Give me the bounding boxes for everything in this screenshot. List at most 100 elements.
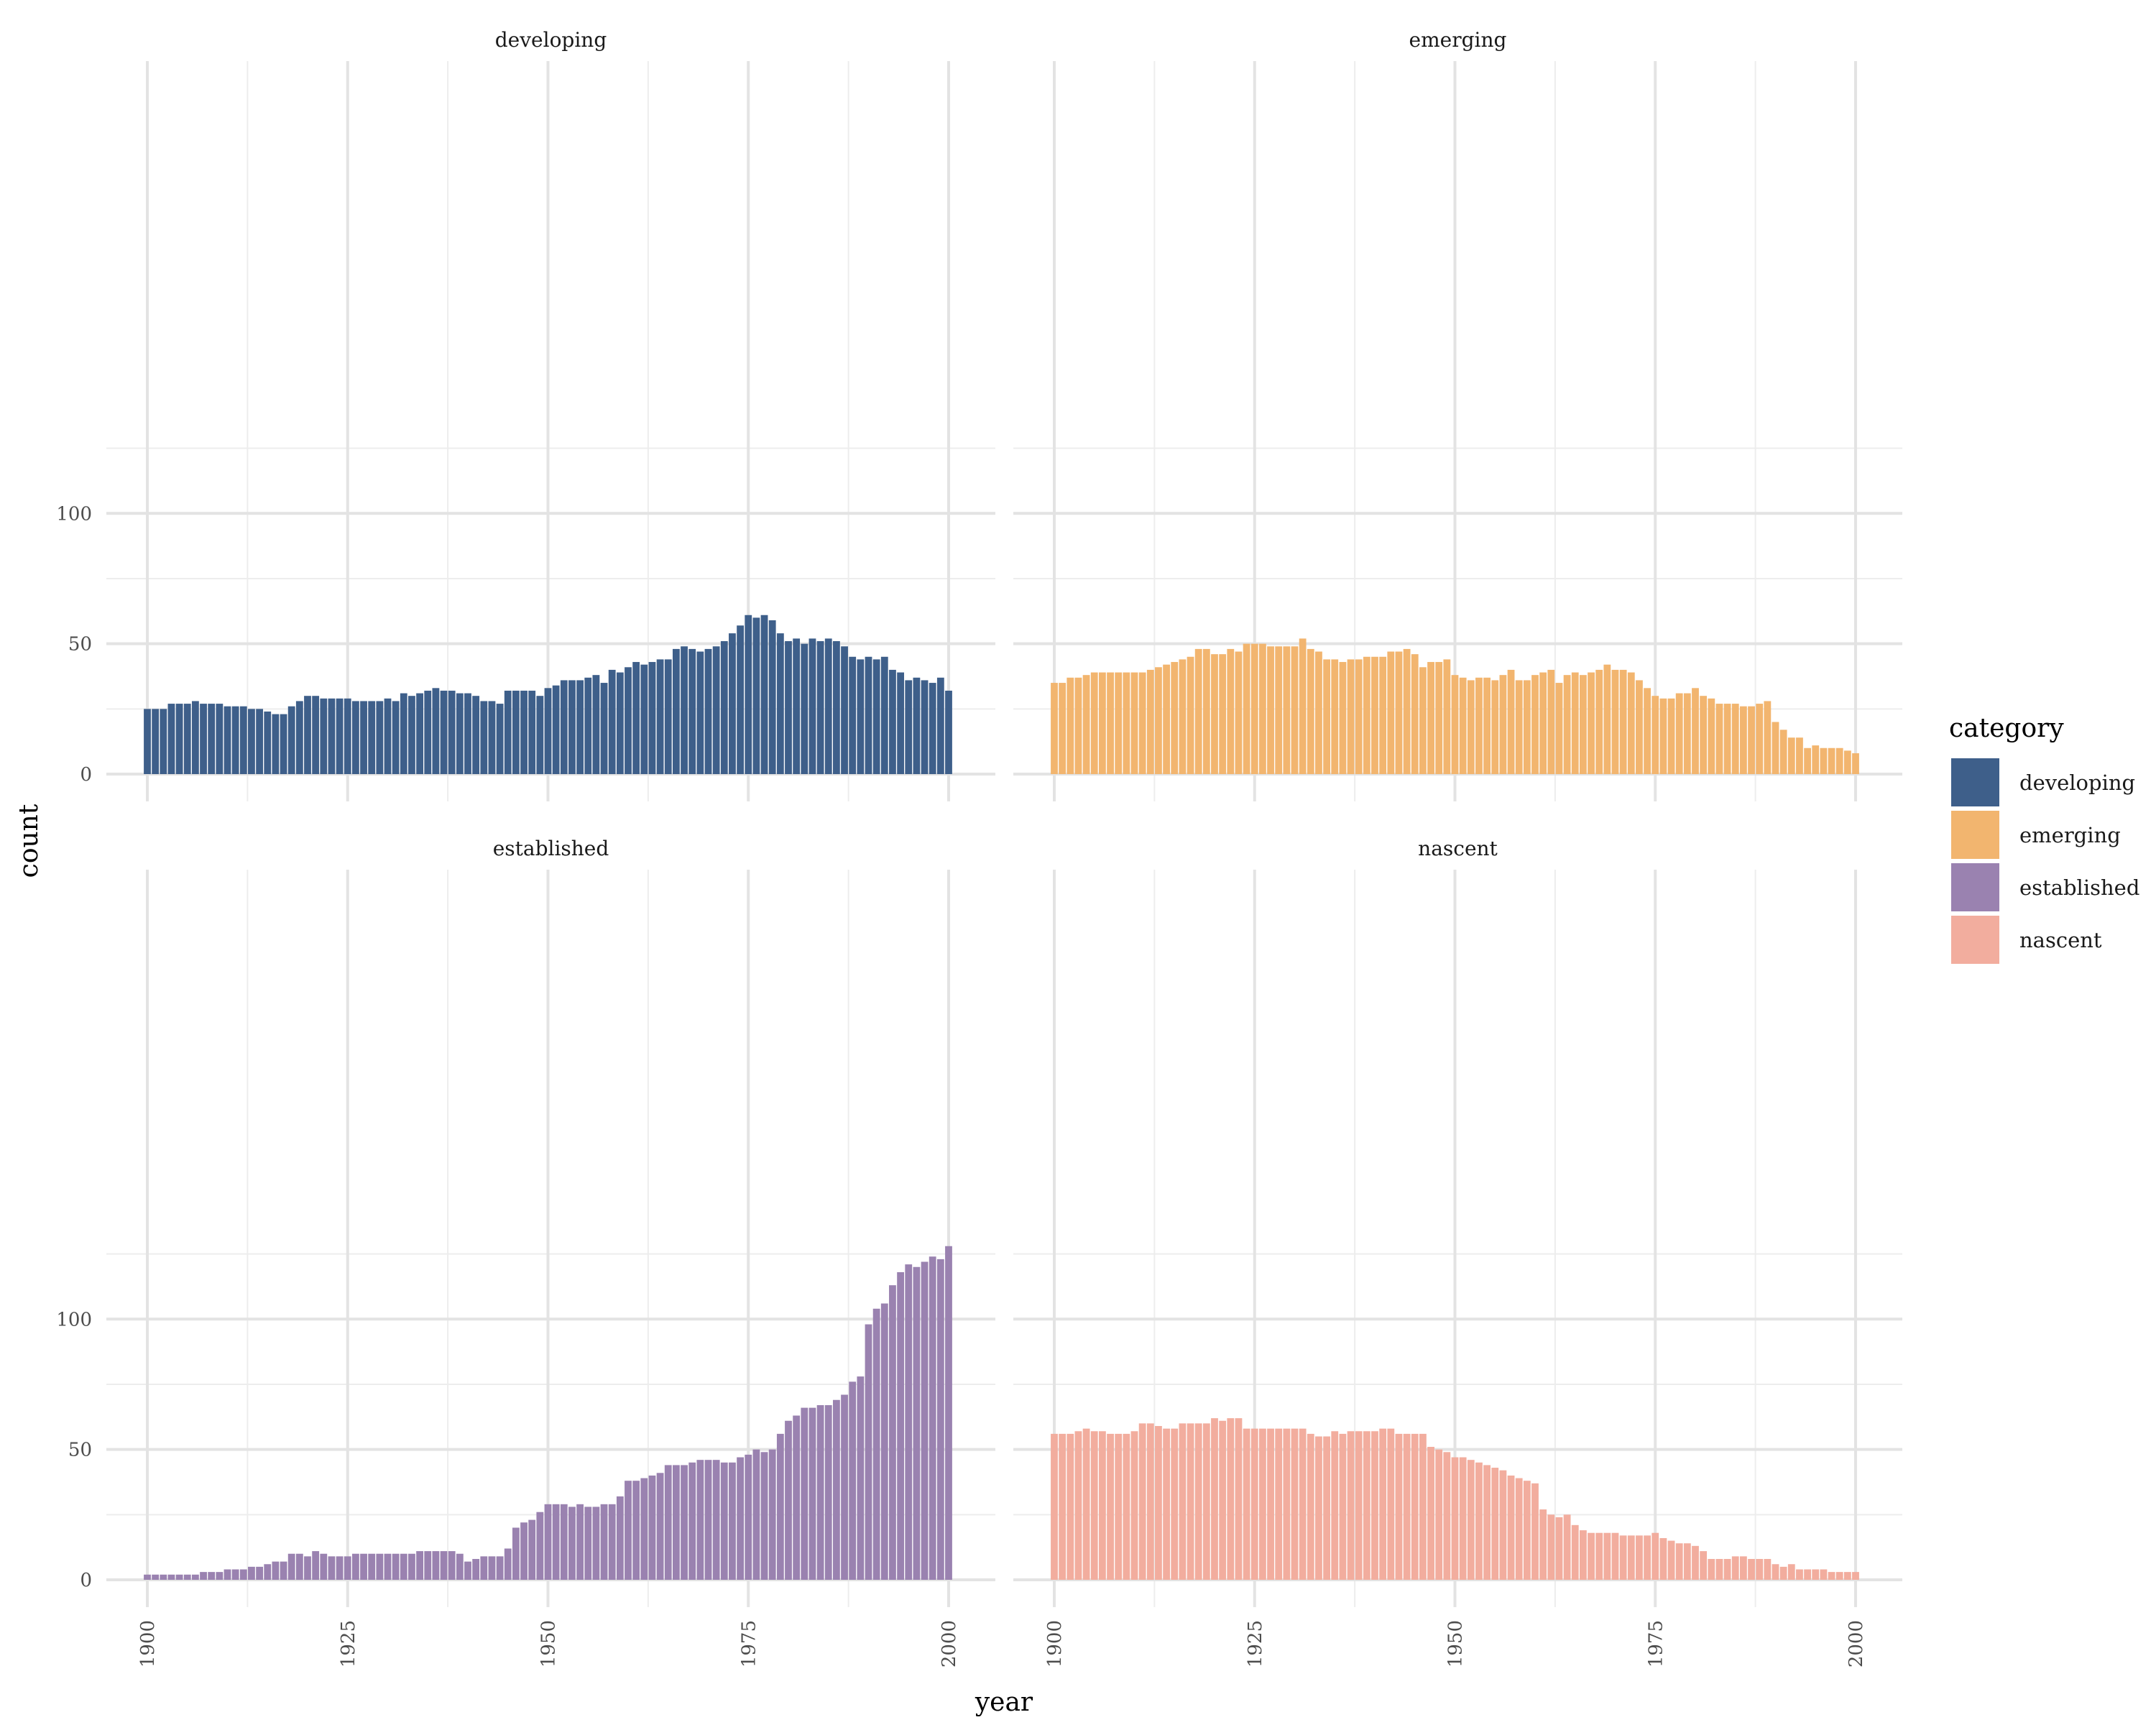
bar-emerging-1908 [1115, 672, 1123, 774]
bar-established-1903 [167, 1574, 175, 1580]
bar-established-1969 [696, 1460, 704, 1580]
bar-developing-1910 [224, 706, 231, 774]
bar-emerging-1958 [1515, 680, 1523, 774]
panel-nascent: nascent 1900 1925 1950 1975 2000 [1013, 837, 1902, 1668]
bar-developing-1918 [287, 706, 295, 774]
bar-emerging-1905 [1090, 672, 1098, 774]
bar-nascent-1905 [1090, 1431, 1098, 1580]
y-tick-label: 50 [68, 634, 92, 656]
bar-nascent-1939 [1363, 1431, 1370, 1580]
bar-established-1958 [608, 1504, 616, 1580]
bar-nascent-1940 [1371, 1431, 1378, 1580]
bar-established-1999 [936, 1259, 944, 1580]
bar-nascent-1944 [1403, 1433, 1411, 1580]
bar-established-1941 [472, 1558, 480, 1580]
legend-label-emerging: emerging [2019, 823, 2121, 847]
bar-developing-1950 [544, 688, 552, 774]
bar-emerging-1981 [1700, 696, 1708, 774]
y-tick-label: 50 [68, 1440, 92, 1461]
bar-developing-1909 [216, 704, 224, 774]
bar-nascent-1978 [1675, 1543, 1683, 1580]
bar-established-1992 [880, 1303, 888, 1580]
bar-nascent-1985 [1731, 1556, 1739, 1580]
bar-established-1983 [808, 1407, 816, 1580]
bar-nascent-1937 [1347, 1431, 1355, 1580]
bar-emerging-1983 [1715, 704, 1723, 774]
bar-developing-1931 [392, 701, 400, 774]
y-tick-label: 100 [56, 1309, 92, 1330]
bar-established-1931 [392, 1553, 400, 1580]
bar-developing-1980 [785, 641, 792, 774]
bar-emerging-1956 [1499, 675, 1507, 774]
bar-emerging-1966 [1579, 675, 1587, 774]
bar-established-1994 [897, 1272, 904, 1580]
bar-developing-1979 [776, 633, 784, 774]
bar-established-1952 [560, 1504, 568, 1580]
bar-emerging-1968 [1595, 669, 1603, 774]
bar-established-1945 [504, 1548, 512, 1580]
bar-established-1907 [200, 1572, 207, 1580]
bar-developing-1919 [295, 701, 303, 774]
bar-established-1974 [737, 1457, 744, 1580]
bar-developing-1963 [648, 662, 656, 774]
bar-developing-1954 [576, 680, 584, 774]
bar-emerging-1957 [1507, 669, 1515, 774]
bar-nascent-1915 [1171, 1428, 1179, 1580]
bar-nascent-1911 [1138, 1423, 1146, 1580]
bar-emerging-1946 [1419, 667, 1427, 774]
bar-nascent-1994 [1804, 1569, 1811, 1580]
bar-developing-1901 [152, 709, 160, 774]
bar-emerging-1960 [1531, 675, 1539, 774]
bar-established-1981 [793, 1415, 801, 1580]
bar-nascent-1901 [1059, 1433, 1067, 1580]
bar-nascent-1951 [1459, 1457, 1467, 1580]
bar-nascent-1976 [1659, 1537, 1667, 1580]
x-tick-label: 1925 [1245, 1620, 1266, 1668]
bar-established-1942 [480, 1556, 488, 1580]
bar-established-1979 [776, 1433, 784, 1580]
bar-developing-1933 [408, 696, 415, 774]
bar-established-1940 [464, 1561, 471, 1580]
bar-established-1990 [865, 1324, 872, 1580]
bar-emerging-1969 [1603, 664, 1611, 774]
bar-emerging-1938 [1355, 659, 1363, 774]
x-tick-label: 2000 [939, 1620, 960, 1668]
bar-developing-1965 [664, 659, 672, 774]
facet-title-developing: developing [495, 28, 607, 52]
bar-nascent-1921 [1219, 1420, 1227, 1580]
bar-emerging-1909 [1123, 672, 1130, 774]
bar-nascent-1960 [1531, 1483, 1539, 1580]
bar-established-1988 [849, 1381, 857, 1580]
bar-nascent-1924 [1243, 1428, 1250, 1580]
bar-nascent-1929 [1283, 1428, 1291, 1580]
bar-established-1904 [175, 1574, 183, 1580]
x-tick-label: 1950 [1445, 1620, 1467, 1668]
bar-established-1995 [905, 1264, 913, 1580]
bar-developing-1906 [191, 701, 199, 774]
bar-developing-1913 [248, 709, 255, 774]
bar-developing-1946 [512, 690, 520, 774]
bar-nascent-1988 [1756, 1558, 1764, 1580]
bar-developing-1969 [696, 651, 704, 774]
x-tick-label: 1925 [338, 1620, 359, 1668]
bar-emerging-1953 [1475, 677, 1483, 774]
bar-established-1965 [664, 1465, 672, 1580]
bar-developing-1924 [336, 698, 344, 774]
bar-emerging-1972 [1627, 672, 1635, 774]
bar-emerging-1961 [1539, 672, 1547, 774]
bar-established-1987 [841, 1394, 848, 1580]
bar-developing-1938 [448, 690, 456, 774]
bar-nascent-1942 [1387, 1428, 1395, 1580]
bar-emerging-1988 [1756, 704, 1764, 774]
bar-emerging-1941 [1379, 656, 1387, 774]
bar-established-1913 [248, 1566, 255, 1580]
bar-nascent-1964 [1563, 1514, 1571, 1580]
bar-emerging-1975 [1651, 696, 1659, 774]
legend-key-nascent [1951, 916, 1999, 964]
bar-emerging-1990 [1772, 722, 1779, 774]
bar-emerging-1978 [1675, 693, 1683, 774]
bar-developing-1917 [280, 714, 287, 774]
bar-emerging-1940 [1371, 656, 1378, 774]
bar-developing-1928 [368, 701, 376, 774]
bar-established-1962 [640, 1478, 648, 1580]
